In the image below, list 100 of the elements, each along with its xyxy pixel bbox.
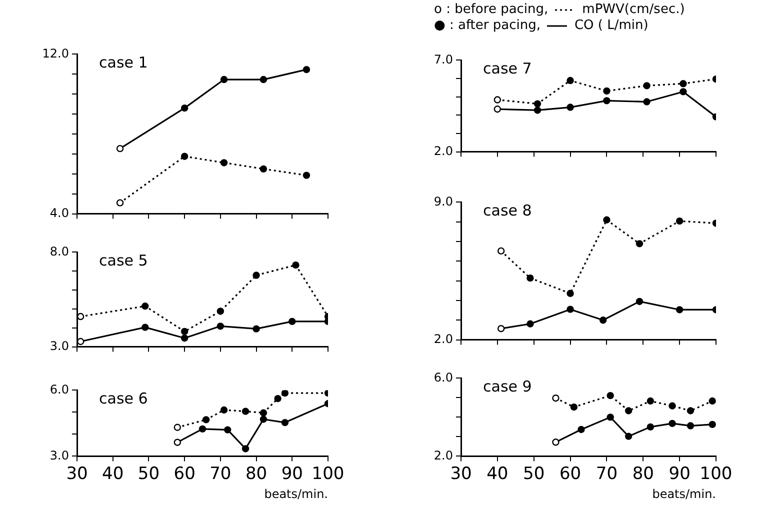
point [216,322,224,330]
x-tick-label: 30 [450,464,472,484]
point [174,438,181,446]
x-tick-label: 40 [102,464,124,484]
chart-title: case 6 [99,390,148,408]
point [302,66,310,74]
x-tick-label: 90 [668,464,690,484]
y-tick-label: 3.0 [50,448,69,462]
x-tick-label: 90 [281,464,303,484]
chart-title: case 7 [483,60,532,78]
point [566,76,574,84]
y-tick-label: 2.0 [434,144,453,158]
chart-title: case 8 [483,202,532,220]
point [180,152,188,160]
chart-title: case 1 [99,54,148,72]
text: o : before pacing, [434,2,548,18]
y-tick-label: 12.0 [42,46,69,60]
point [603,216,610,224]
point [708,397,716,405]
point [680,88,687,96]
y-tick-label: 2.0 [434,332,453,346]
point [676,306,684,314]
point [242,445,250,452]
point [566,306,574,313]
point [494,106,502,113]
point [636,298,644,306]
y-tick-label: 7.0 [434,52,453,66]
point [260,165,268,173]
legend-label: CO ( L/min) [574,18,648,34]
point [708,420,716,428]
point [260,409,268,416]
x-axis-title: beats/min. [264,486,328,501]
y-tick-label: 3.0 [50,338,69,353]
point [180,104,188,112]
x-tick-label: 100 [312,464,344,484]
point [668,402,676,410]
y-tick-label: 9.0 [434,194,453,208]
y-tick-label: 6.0 [434,370,453,384]
point [646,423,654,431]
point [494,96,502,104]
point [624,432,632,440]
x-tick-label: 50 [523,464,545,484]
legend-label: mPWV(cm/sec.) [582,2,685,18]
text: ● : after pacing, [434,18,540,34]
point [281,390,289,397]
chart-title: case 5 [99,252,148,270]
point [552,394,560,402]
point [534,106,542,114]
point [624,407,632,414]
point [224,426,232,434]
point [180,334,188,342]
point [198,425,206,433]
point [534,100,542,108]
x-tick-label: 40 [486,464,508,484]
point [497,247,505,255]
point [578,426,585,434]
point [646,397,654,405]
point [497,324,505,332]
y-tick-label: 4.0 [50,206,69,220]
point [252,272,260,279]
point [220,76,228,84]
x-tick-label: 70 [596,464,618,484]
point [636,240,644,248]
point [216,308,224,315]
point [281,418,289,426]
point [252,325,260,332]
point [606,414,614,421]
y-tick-label: 8.0 [50,244,69,258]
point [680,80,687,88]
x-tick-label: 70 [210,464,232,484]
point [142,302,149,310]
point [202,416,210,424]
chart-title: case 9 [483,378,532,396]
x-tick-label: 80 [632,464,654,484]
y-tick-label: 6.0 [50,382,69,396]
point [606,392,614,400]
point [526,320,534,328]
point [288,318,296,326]
point [603,97,610,104]
point [566,104,574,111]
point [643,98,650,106]
point [242,408,250,415]
point [180,328,188,336]
point [599,316,607,324]
point [116,199,124,206]
x-tick-label: 50 [138,464,160,484]
x-tick-label: 80 [245,464,268,484]
x-tick-label: 60 [174,464,196,484]
x-tick-label: 30 [66,464,88,484]
x-tick-label: 100 [700,464,732,484]
point [142,324,149,331]
point [77,312,84,320]
point [668,420,676,428]
point [260,76,268,84]
point [570,403,578,411]
point [566,290,574,298]
point [603,87,610,95]
point [77,338,84,346]
point [220,159,228,166]
point [552,438,560,446]
